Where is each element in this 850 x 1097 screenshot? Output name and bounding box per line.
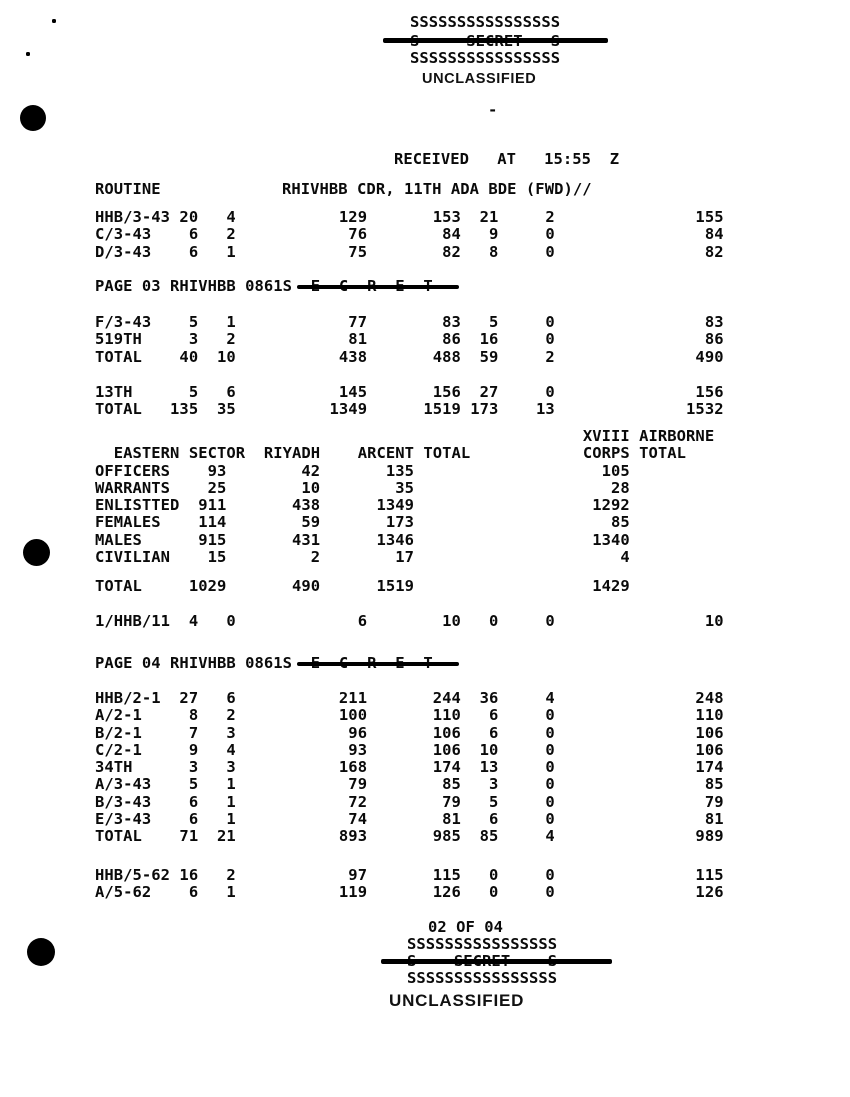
page-count: 02 OF 04: [428, 918, 504, 936]
unclassified-label-bottom: UNCLASSIFIED: [389, 991, 525, 1010]
unit-strength-table-4: HHB/2-1 27 6 211 244 36 4 248 A/2-1 8 2 1…: [95, 689, 724, 846]
secret-s-border-top-line2: SSSSSSSSSSSSSSSS: [410, 49, 561, 67]
table-row: A/5-62 6 1 119 126 0 0 126: [95, 883, 724, 902]
unclassified-label-top: UNCLASSIFIED: [422, 71, 537, 87]
unit-strength-table-5: HHB/5-62 16 2 97 115 0 0 115 A/5-62 6 1 1…: [95, 866, 724, 902]
table-row: 34TH 3 3 168 174 13 0 174: [95, 758, 724, 777]
sector-total-row: TOTAL 1029 490 1519 1429: [95, 577, 630, 595]
secret-s-border-bottom-line2: SSSSSSSSSSSSSSSS: [407, 969, 558, 987]
page-03-label: PAGE 03 RHIVHBB 0861: [95, 277, 283, 295]
scan-speck: [52, 19, 56, 23]
table-row: HHB/2-1 27 6 211 244 36 4 248: [95, 689, 724, 707]
received-at-line: RECEIVED AT 15:55 Z: [394, 150, 620, 168]
table-row: 519TH 3 2 81 86 16 0 86: [95, 330, 724, 349]
table-row: XVIII AIRBORNE: [95, 427, 715, 445]
table-row: B/3-43 6 1 72 79 5 0 79: [95, 792, 724, 811]
table-row: HHB/5-62 16 2 97 115 0 0 115: [95, 866, 724, 884]
secret-s-border-bottom-line1: SSSSSSSSSSSSSSSS: [407, 935, 558, 953]
routine-precedence-label: ROUTINE: [95, 180, 161, 198]
table-row: 13TH 5 6 145 156 27 0 156: [95, 383, 724, 401]
table-row: D/3-43 6 1 75 82 8 0 82: [95, 242, 724, 261]
table-row: CIVILIAN 15 2 17 4: [95, 548, 630, 567]
table-row: WARRANTS 25 10 35 28: [95, 478, 630, 497]
hhb11-strength-row: 1/HHB/11 4 0 6 10 0 0 10: [95, 612, 724, 630]
secret-s-border-top-line1: SSSSSSSSSSSSSSSS: [410, 13, 561, 31]
table-row: C/3-43 6 2 76 84 9 0 84: [95, 225, 724, 244]
table-row: TOTAL 40 10 438 488 59 2 490: [95, 347, 724, 366]
hole-punch-mark: [23, 539, 50, 566]
table-row: F/3-43 5 1 77 83 5 0 83: [95, 313, 724, 331]
table-row: EASTERN SECTOR RIYADH ARCENT TOTAL CORPS…: [95, 444, 687, 463]
table-row: A/3-43 5 1 79 85 3 0 85: [95, 775, 724, 794]
scan-speck: [26, 52, 30, 56]
strike-bar-page-03: [297, 285, 459, 289]
unit-strength-table-1: HHB/3-43 20 4 129 153 21 2 155 C/3-43 6 2…: [95, 208, 724, 261]
hole-punch-mark: [27, 938, 55, 966]
page-04-label: PAGE 04 RHIVHBB 0861: [95, 654, 283, 672]
table-row: HHB/3-43 20 4 129 153 21 2 155: [95, 208, 724, 226]
table-row: ENLISTTED 911 438 1349 1292: [95, 496, 630, 515]
strike-bar-top: [383, 38, 608, 43]
table-row: E/3-43 6 1 74 81 6 0 81: [95, 810, 724, 829]
unit-strength-table-2: F/3-43 5 1 77 83 5 0 83 519TH 3 2 81 86 1…: [95, 313, 724, 366]
table-row: C/2-1 9 4 93 106 10 0 106: [95, 740, 724, 759]
page-dash: -: [488, 101, 498, 119]
strike-bar-page-04: [297, 662, 459, 666]
strike-bar-bottom: [381, 959, 612, 964]
hole-punch-mark: [20, 105, 46, 131]
table-row: TOTAL 71 21 893 985 85 4 989: [95, 827, 724, 846]
table-row: A/2-1 8 2 100 110 6 0 110: [95, 706, 724, 725]
sector-summary-table: XVIII AIRBORNE EASTERN SECTOR RIYADH ARC…: [95, 427, 715, 567]
table-row: MALES 915 431 1346 1340: [95, 530, 630, 549]
table-row: OFFICERS 93 42 135 105: [95, 461, 630, 480]
table-row: FEMALES 114 59 173 85: [95, 513, 630, 532]
unit-strength-table-3: 13TH 5 6 145 156 27 0 156 TOTAL 135 35 13…: [95, 383, 724, 419]
table-row: TOTAL 135 35 1349 1519 173 13 1532: [95, 400, 724, 419]
table-row: B/2-1 7 3 96 106 6 0 106: [95, 723, 724, 742]
routine-address-line: RHIVHBB CDR, 11TH ADA BDE (FWD)//: [282, 180, 592, 198]
